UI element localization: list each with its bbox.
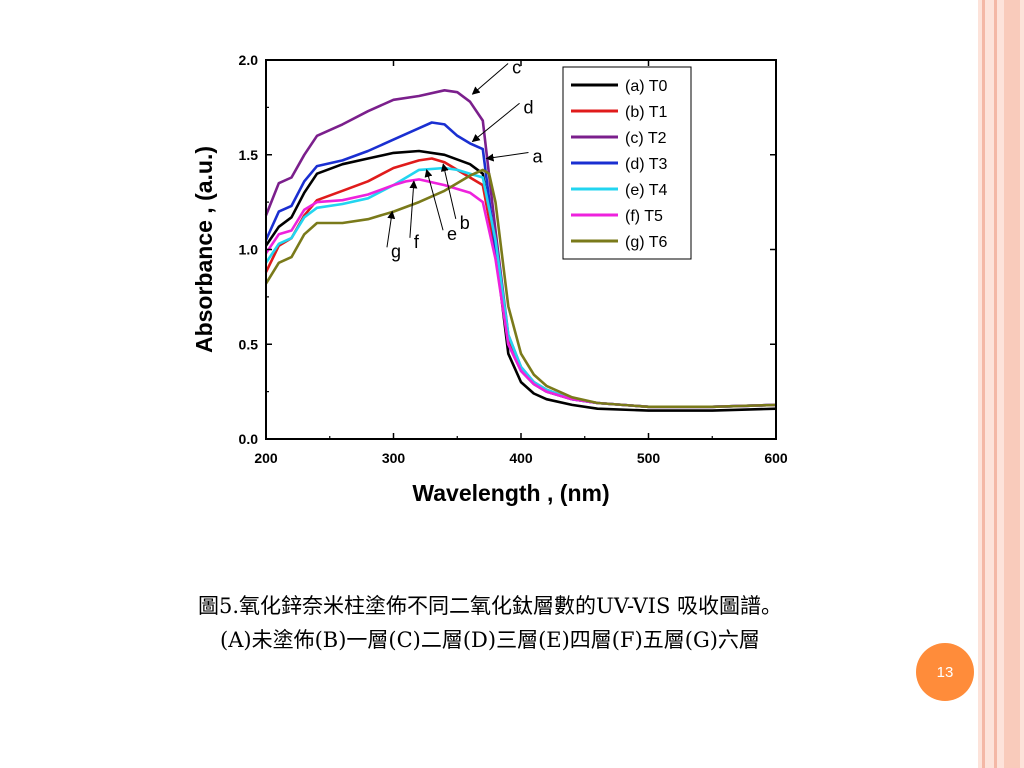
series-line-a (264, 149, 777, 412)
series-line-g (264, 168, 777, 409)
x-tick-label: 500 (637, 450, 661, 466)
figure-caption-line1: 圖5.氧化鋅奈米柱塗佈不同二氧化鈦層數的UV-VIS 吸收圖譜。 (197, 594, 783, 618)
y-tick-label: 0.5 (239, 336, 259, 352)
annotation-arrow-c (471, 63, 509, 95)
legend-label-e: (e) T4 (625, 182, 667, 199)
x-tick-label: 400 (509, 450, 533, 466)
annotation-arrow-a (485, 152, 529, 162)
annotation-arrow-d (471, 102, 520, 143)
annotation-label-a: a (532, 147, 543, 167)
annotation-label-c: c (512, 57, 521, 77)
y-tick-label: 1.5 (239, 147, 259, 163)
border-stripe-1 (982, 0, 985, 768)
figure-caption-line2: (A)未塗佈(B)一層(C)二層(D)三層(E)四層(F)五層(G)六層 (220, 628, 760, 652)
annotation-label-d: d (524, 97, 534, 117)
legend-label-b: (b) T1 (625, 104, 667, 121)
annotation-label-f: f (414, 232, 420, 252)
legend-label-d: (d) T3 (625, 156, 667, 173)
page-number-badge: 13 (916, 643, 974, 701)
legend-label-g: (g) T6 (625, 234, 667, 251)
y-tick-label: 0.0 (239, 431, 259, 447)
x-axis-title: Wavelength , (nm) (412, 480, 609, 506)
legend-label-a: (a) T0 (625, 78, 667, 95)
series-line-f (264, 178, 777, 409)
y-tick-label: 2.0 (239, 55, 259, 68)
y-axis-title: Absorbance , (a.u.) (191, 146, 217, 353)
annotation-label-g: g (391, 241, 401, 261)
y-tick-label: 1.0 (239, 242, 259, 258)
annotation-arrow-e (424, 168, 444, 231)
legend-label-f: (f) T5 (625, 208, 663, 225)
x-tick-label: 300 (382, 450, 406, 466)
annotation-label-b: b (460, 213, 470, 233)
annotation-arrow-g (386, 210, 396, 248)
annotation-arrow-b (440, 163, 457, 219)
border-stripe-3 (1004, 0, 1020, 768)
absorbance-chart: 200 300 400 500 600 0.0 0.5 1.0 1.5 2.0 Wavelength… (191, 55, 788, 506)
border-stripe-2 (994, 0, 997, 768)
annotation-arrow-f (409, 180, 418, 238)
x-tick-label: 200 (254, 450, 278, 466)
x-tick-label: 600 (764, 450, 788, 466)
legend-label-c: (c) T2 (625, 130, 667, 147)
series-line-c (264, 89, 777, 409)
annotation-label-e: e (447, 224, 457, 244)
